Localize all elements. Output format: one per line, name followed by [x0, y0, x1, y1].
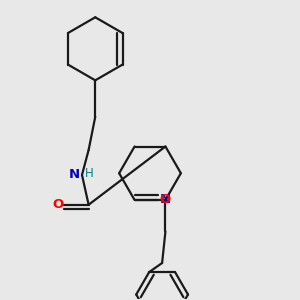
Text: O: O [53, 198, 64, 211]
Text: O: O [160, 194, 171, 206]
Text: N: N [160, 194, 171, 206]
Text: N: N [69, 168, 80, 182]
Text: H: H [85, 167, 94, 180]
